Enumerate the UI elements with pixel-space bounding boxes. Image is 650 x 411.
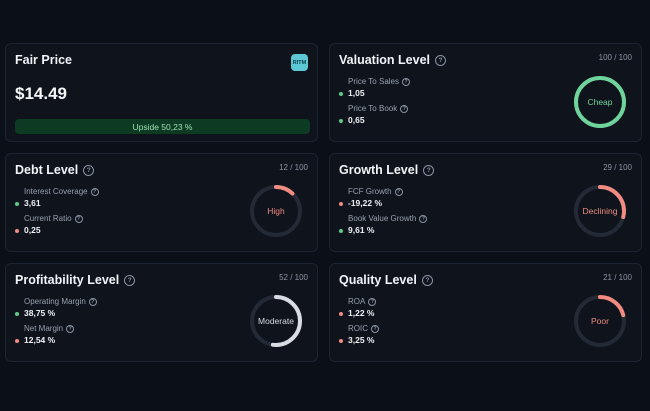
- gauge-label: High: [267, 206, 285, 216]
- fair-price-value: $14.49: [15, 84, 67, 103]
- metric-label: Price To Sales: [348, 77, 399, 86]
- help-icon[interactable]: ?: [419, 214, 428, 223]
- metric-value: 0,65: [348, 115, 365, 125]
- gauge-label: Moderate: [258, 316, 294, 326]
- metric-net-margin: Net Margin? 12,54 %: [15, 324, 75, 345]
- metric-value: -19,22 %: [348, 198, 383, 208]
- metric-value: 3,25 %: [348, 335, 375, 345]
- fair-price-card: Fair Price RITM $14.49 Upside 50,23 %: [5, 43, 318, 142]
- status-dot: [339, 229, 343, 233]
- help-icon[interactable]: ?: [368, 297, 377, 306]
- metric-interest-coverage: Interest Coverage? 3,61: [15, 187, 99, 208]
- status-dot: [15, 202, 19, 206]
- level-gauge: Cheap: [573, 75, 627, 129]
- card-title: Quality Level ?: [339, 273, 433, 287]
- ticker-logo-icon: RITM: [291, 54, 308, 71]
- upside-bar: Upside 50,23 %: [15, 119, 310, 134]
- score-text: 21 / 100: [603, 273, 632, 282]
- debt-level-card: Debt Level ? 12 / 100 Interest Coverage?…: [5, 153, 318, 252]
- metric-label: Book Value Growth: [348, 214, 417, 223]
- status-dot: [339, 92, 343, 96]
- growth-level-card: Growth Level ? 29 / 100 FCF Growth? -19,…: [329, 153, 642, 252]
- help-icon[interactable]: ?: [90, 187, 99, 196]
- card-title-text: Growth Level: [339, 163, 419, 177]
- metric-fcf-growth: FCF Growth? -19,22 %: [339, 187, 403, 208]
- metric-label: Interest Coverage: [24, 187, 88, 196]
- upside-label: Upside 50,23 %: [132, 121, 193, 132]
- valuation-level-card: Valuation Level ? 100 / 100 Price To Sal…: [329, 43, 642, 142]
- profitability-level-card: Profitability Level ? 52 / 100 Operating…: [5, 263, 318, 362]
- status-dot: [15, 339, 19, 343]
- card-title-text: Quality Level: [339, 273, 417, 287]
- card-title-text: Debt Level: [15, 163, 79, 177]
- metric-value: 12,54 %: [24, 335, 56, 345]
- help-icon[interactable]: ?: [371, 324, 379, 333]
- help-icon[interactable]: ?: [88, 297, 97, 306]
- help-icon[interactable]: ?: [402, 77, 410, 86]
- card-title-text: Valuation Level: [339, 53, 431, 67]
- status-dot: [339, 119, 343, 123]
- status-dot: [339, 339, 343, 343]
- score-text: 12 / 100: [279, 163, 308, 172]
- metric-value: 3,61: [24, 198, 41, 208]
- metric-roa: ROA? 1,22 %: [339, 297, 377, 318]
- help-icon[interactable]: ?: [423, 164, 435, 176]
- card-title: Growth Level ?: [339, 163, 435, 177]
- metric-roic: ROIC? 3,25 %: [339, 324, 379, 345]
- score-text: 29 / 100: [603, 163, 632, 172]
- help-icon[interactable]: ?: [400, 104, 409, 113]
- help-icon[interactable]: ?: [124, 274, 136, 286]
- level-gauge: Poor: [573, 294, 627, 348]
- metric-value: 38,75 %: [24, 308, 56, 318]
- score-text: 100 / 100: [598, 53, 632, 62]
- card-title: Debt Level ?: [15, 163, 95, 177]
- metric-label: Current Ratio: [24, 214, 72, 223]
- metric-label: ROIC: [348, 324, 368, 333]
- score-text: 52 / 100: [279, 273, 308, 282]
- metric-price-to-book: Price To Book? 0,65: [339, 104, 409, 125]
- metric-value: 1,05: [348, 88, 365, 98]
- gauge-label: Cheap: [587, 97, 613, 107]
- help-icon[interactable]: ?: [435, 54, 447, 66]
- status-dot: [15, 229, 19, 233]
- help-icon[interactable]: ?: [74, 214, 83, 223]
- fair-price-title: Fair Price: [15, 53, 72, 67]
- status-dot: [339, 202, 343, 206]
- metric-label: ROA: [348, 297, 366, 306]
- metric-label: FCF Growth: [348, 187, 392, 196]
- help-icon[interactable]: ?: [421, 274, 433, 286]
- metric-label: Operating Margin: [24, 297, 86, 306]
- metric-value: 0,25: [24, 225, 41, 235]
- quality-level-card: Quality Level ? 21 / 100 ROA? 1,22 % ROI…: [329, 263, 642, 362]
- metric-price-to-sales: Price To Sales? 1,05: [339, 77, 410, 98]
- status-dot: [339, 312, 343, 316]
- card-title: Profitability Level ?: [15, 273, 136, 287]
- help-icon[interactable]: ?: [394, 187, 403, 196]
- metric-label: Price To Book: [348, 104, 398, 113]
- help-icon[interactable]: ?: [66, 324, 75, 333]
- metric-value: 9,61 %: [348, 225, 375, 235]
- status-dot: [15, 312, 19, 316]
- gauge-label: Poor: [591, 316, 609, 326]
- metric-label: Net Margin: [24, 324, 64, 333]
- metric-value: 1,22 %: [348, 308, 375, 318]
- help-icon[interactable]: ?: [83, 164, 95, 176]
- gauge-label: Declining: [582, 206, 618, 216]
- metric-current-ratio: Current Ratio? 0,25: [15, 214, 83, 235]
- metric-book-value-growth: Book Value Growth? 9,61 %: [339, 214, 428, 235]
- card-title-text: Profitability Level: [15, 273, 120, 287]
- level-gauge: High: [249, 184, 303, 238]
- card-title: Valuation Level ?: [339, 53, 447, 67]
- level-gauge: Moderate: [249, 294, 303, 348]
- level-gauge: Declining: [573, 184, 627, 238]
- metric-operating-margin: Operating Margin? 38,75 %: [15, 297, 97, 318]
